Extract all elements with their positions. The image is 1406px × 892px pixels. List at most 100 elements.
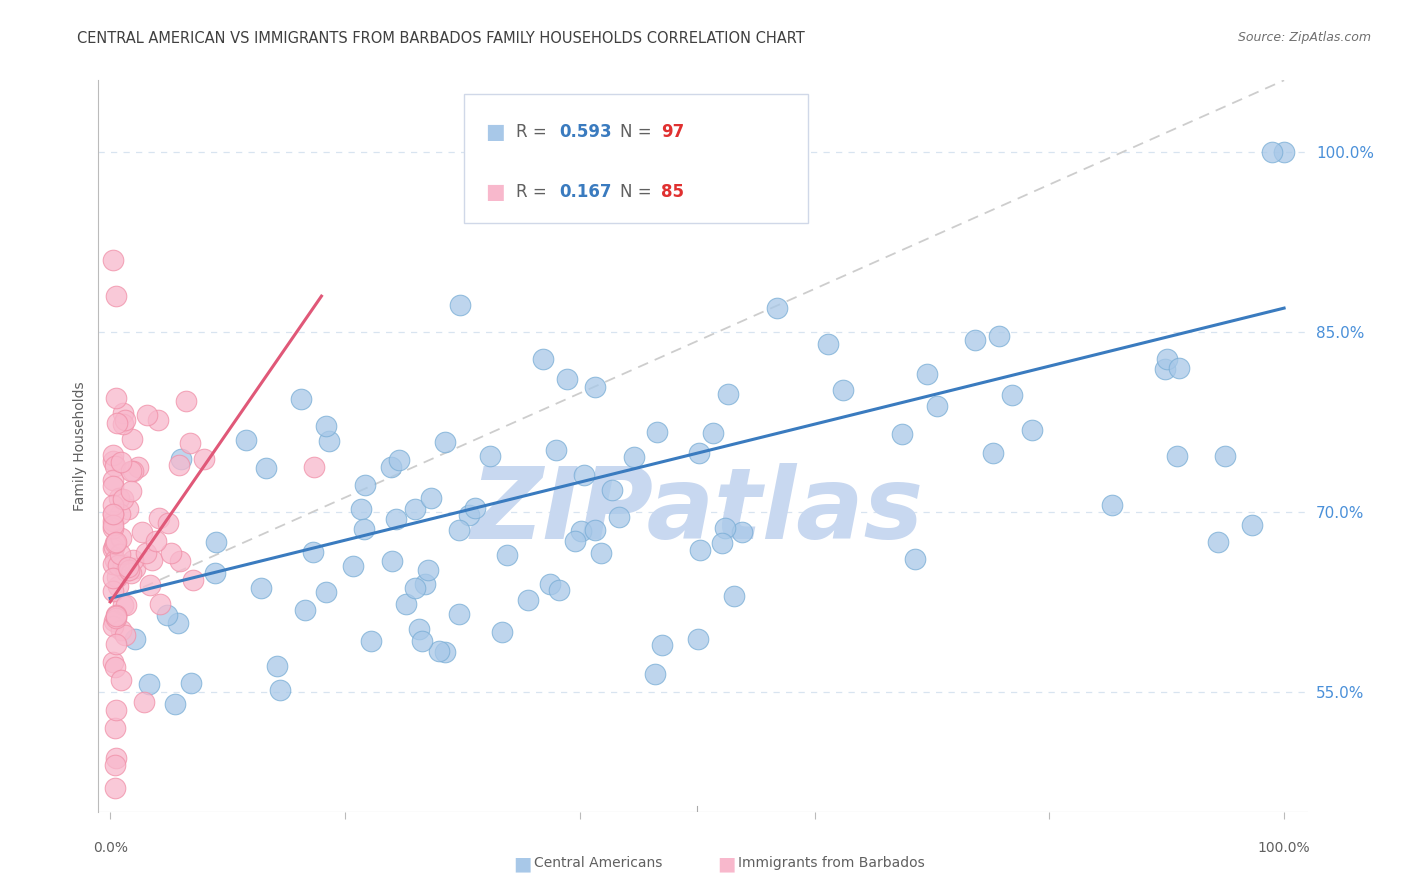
Text: N =: N =: [620, 183, 657, 201]
Point: [689, 542, 711, 557]
Point: [731, 525, 754, 540]
Point: [101, 541, 124, 556]
Point: [1101, 498, 1123, 512]
Point: [101, 619, 124, 633]
Point: [104, 535, 127, 549]
Point: [103, 614, 125, 628]
Point: [404, 502, 426, 516]
Point: [103, 541, 125, 555]
Point: [104, 721, 127, 735]
Point: [110, 455, 132, 469]
Point: [235, 434, 257, 448]
Point: [105, 611, 128, 625]
Point: [963, 333, 986, 347]
Text: R =: R =: [516, 183, 553, 201]
Point: [360, 634, 382, 648]
Point: [714, 521, 737, 535]
Point: [128, 460, 150, 475]
Point: [101, 517, 124, 532]
Point: [564, 534, 586, 549]
Point: [170, 452, 193, 467]
Point: [105, 751, 128, 765]
Point: [419, 491, 441, 505]
Point: [478, 449, 501, 463]
Point: [1156, 352, 1178, 367]
Point: [1208, 534, 1230, 549]
Point: [104, 552, 127, 566]
Point: [269, 682, 291, 697]
Point: [353, 522, 375, 536]
Point: [380, 460, 402, 475]
Point: [411, 634, 433, 648]
Point: [105, 608, 128, 623]
Point: [114, 628, 136, 642]
Point: [433, 645, 456, 659]
Text: 0.0%: 0.0%: [93, 841, 128, 855]
Point: [205, 534, 228, 549]
Point: [381, 554, 404, 568]
Point: [101, 507, 124, 521]
Point: [388, 453, 411, 467]
Point: [702, 425, 724, 440]
Point: [318, 434, 340, 448]
Point: [354, 478, 377, 492]
Point: [105, 608, 128, 623]
Point: [110, 531, 132, 545]
Point: [623, 450, 645, 464]
Text: 97: 97: [661, 123, 685, 141]
Point: [449, 298, 471, 312]
Point: [890, 426, 912, 441]
Point: [105, 703, 128, 717]
Point: [105, 391, 128, 405]
Point: [104, 536, 127, 550]
Point: [107, 558, 129, 572]
Point: [101, 521, 124, 535]
Point: [496, 548, 519, 562]
Point: [408, 622, 430, 636]
Point: [569, 524, 592, 538]
Point: [101, 583, 124, 598]
Point: [135, 546, 157, 560]
Point: [112, 598, 135, 612]
Point: [180, 676, 202, 690]
Point: [169, 458, 191, 473]
Point: [115, 564, 138, 578]
Point: [427, 644, 450, 658]
Point: [156, 608, 179, 623]
Text: 100.0%: 100.0%: [1258, 841, 1310, 855]
Point: [179, 436, 201, 450]
Point: [148, 511, 170, 525]
Point: [104, 660, 127, 674]
Point: [832, 383, 855, 397]
Point: [1261, 145, 1284, 160]
Point: [122, 553, 145, 567]
Point: [101, 252, 124, 267]
Point: [449, 523, 471, 537]
Point: [132, 695, 155, 709]
Point: [817, 337, 839, 351]
Point: [124, 561, 146, 575]
Point: [1166, 449, 1188, 463]
Point: [103, 514, 125, 528]
Point: [131, 525, 153, 540]
Point: [600, 483, 623, 497]
Point: [101, 557, 124, 571]
Point: [110, 673, 132, 688]
Point: [766, 301, 789, 315]
Point: [112, 558, 135, 572]
Point: [572, 467, 595, 482]
Point: [342, 559, 364, 574]
Point: [607, 509, 630, 524]
Point: [156, 516, 179, 530]
Point: [302, 545, 325, 559]
Text: Source: ZipAtlas.com: Source: ZipAtlas.com: [1237, 31, 1371, 45]
Text: CENTRAL AMERICAN VS IMMIGRANTS FROM BARBADOS FAMILY HOUSEHOLDS CORRELATION CHART: CENTRAL AMERICAN VS IMMIGRANTS FROM BARB…: [77, 31, 806, 46]
Point: [717, 386, 740, 401]
Point: [434, 435, 457, 450]
Point: [385, 512, 408, 526]
Point: [1213, 449, 1236, 463]
Point: [1167, 360, 1189, 375]
Point: [138, 578, 160, 592]
Point: [101, 507, 124, 521]
Point: [101, 448, 124, 462]
